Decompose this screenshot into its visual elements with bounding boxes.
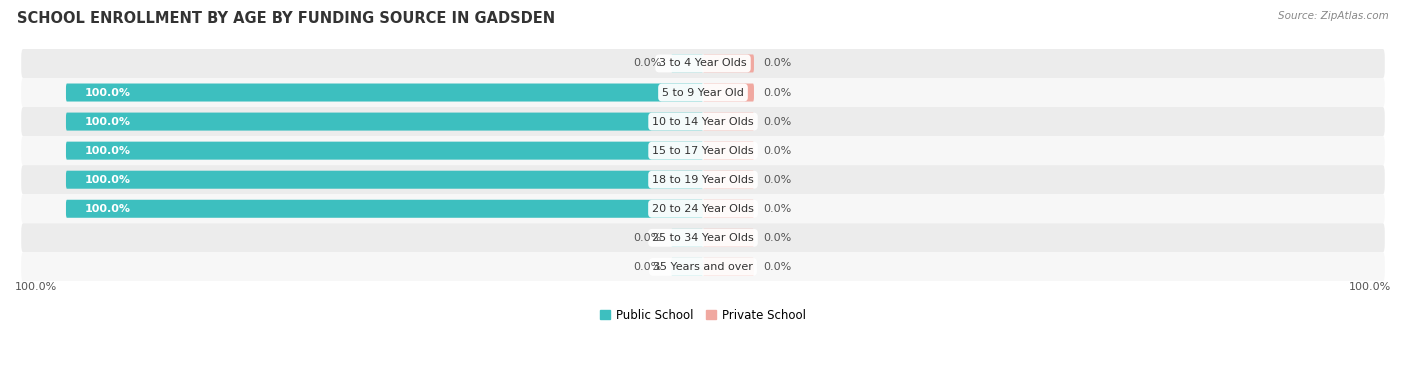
Text: 15 to 17 Year Olds: 15 to 17 Year Olds — [652, 146, 754, 156]
Text: 0.0%: 0.0% — [633, 262, 662, 272]
Text: 0.0%: 0.0% — [763, 87, 792, 98]
FancyBboxPatch shape — [21, 49, 1385, 78]
FancyBboxPatch shape — [21, 78, 1385, 107]
FancyBboxPatch shape — [66, 200, 703, 218]
FancyBboxPatch shape — [66, 171, 703, 189]
Text: 100.0%: 100.0% — [1348, 282, 1391, 292]
FancyBboxPatch shape — [21, 252, 1385, 281]
FancyBboxPatch shape — [671, 258, 703, 276]
Text: 3 to 4 Year Olds: 3 to 4 Year Olds — [659, 58, 747, 69]
Legend: Public School, Private School: Public School, Private School — [595, 304, 811, 326]
FancyBboxPatch shape — [671, 54, 703, 72]
Text: 18 to 19 Year Olds: 18 to 19 Year Olds — [652, 175, 754, 185]
Text: 5 to 9 Year Old: 5 to 9 Year Old — [662, 87, 744, 98]
Text: 25 to 34 Year Olds: 25 to 34 Year Olds — [652, 233, 754, 243]
Text: 0.0%: 0.0% — [763, 116, 792, 127]
Text: 100.0%: 100.0% — [86, 175, 131, 185]
Text: 0.0%: 0.0% — [633, 233, 662, 243]
Text: 100.0%: 100.0% — [86, 116, 131, 127]
FancyBboxPatch shape — [703, 84, 754, 101]
FancyBboxPatch shape — [21, 165, 1385, 194]
Text: 0.0%: 0.0% — [763, 233, 792, 243]
Text: 0.0%: 0.0% — [763, 204, 792, 214]
FancyBboxPatch shape — [21, 223, 1385, 252]
Text: 0.0%: 0.0% — [763, 58, 792, 69]
Text: 0.0%: 0.0% — [763, 146, 792, 156]
FancyBboxPatch shape — [703, 171, 754, 189]
FancyBboxPatch shape — [703, 229, 754, 247]
Text: 100.0%: 100.0% — [86, 87, 131, 98]
FancyBboxPatch shape — [703, 258, 754, 276]
Text: 100.0%: 100.0% — [86, 204, 131, 214]
FancyBboxPatch shape — [703, 54, 754, 72]
FancyBboxPatch shape — [21, 107, 1385, 136]
FancyBboxPatch shape — [66, 84, 703, 101]
Text: 0.0%: 0.0% — [763, 175, 792, 185]
FancyBboxPatch shape — [66, 113, 703, 130]
FancyBboxPatch shape — [703, 142, 754, 159]
Text: 0.0%: 0.0% — [633, 58, 662, 69]
FancyBboxPatch shape — [21, 194, 1385, 223]
Text: 0.0%: 0.0% — [763, 262, 792, 272]
Text: 10 to 14 Year Olds: 10 to 14 Year Olds — [652, 116, 754, 127]
FancyBboxPatch shape — [703, 200, 754, 218]
FancyBboxPatch shape — [703, 113, 754, 130]
Text: 35 Years and over: 35 Years and over — [652, 262, 754, 272]
FancyBboxPatch shape — [21, 136, 1385, 165]
Text: SCHOOL ENROLLMENT BY AGE BY FUNDING SOURCE IN GADSDEN: SCHOOL ENROLLMENT BY AGE BY FUNDING SOUR… — [17, 11, 555, 26]
FancyBboxPatch shape — [671, 229, 703, 247]
Text: 100.0%: 100.0% — [86, 146, 131, 156]
FancyBboxPatch shape — [66, 142, 703, 159]
Text: 20 to 24 Year Olds: 20 to 24 Year Olds — [652, 204, 754, 214]
Text: 100.0%: 100.0% — [15, 282, 58, 292]
Text: Source: ZipAtlas.com: Source: ZipAtlas.com — [1278, 11, 1389, 21]
